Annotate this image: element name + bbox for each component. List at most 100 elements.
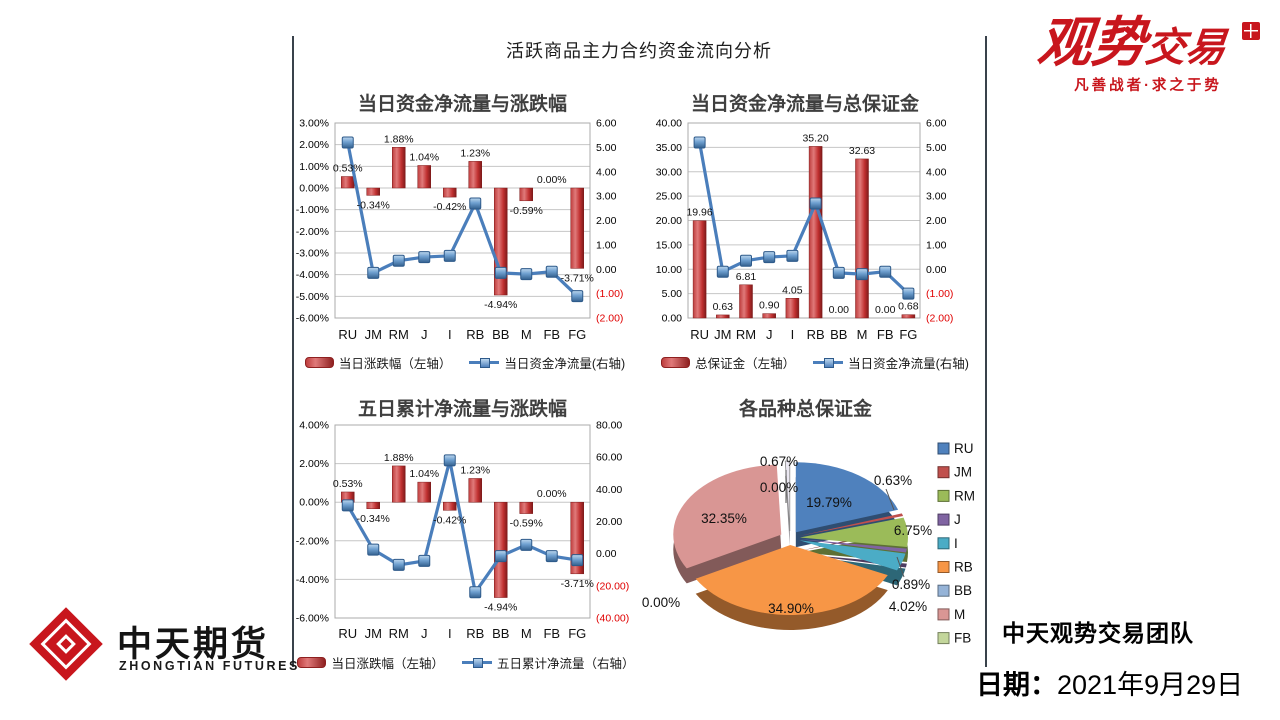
right-axis-tick: 20.00 (596, 516, 622, 528)
right-axis-tick: 6.00 (926, 118, 947, 130)
pie-legend-label-RU: RU (954, 441, 974, 456)
right-axis-tick: 80.00 (596, 420, 622, 432)
pie-slice-RB (695, 544, 888, 615)
data-label: -0.42% (433, 514, 466, 526)
left-axis-tick: -2.00% (296, 226, 329, 238)
c1-bar-M (519, 187, 533, 202)
right-axis-tick: 1.00 (596, 239, 617, 251)
category-label: I (791, 327, 795, 342)
data-label: 0.00% (537, 488, 567, 500)
legend-item: 当日资金净流量(右轴) (813, 353, 969, 372)
pie-legend-swatch-RM (937, 489, 950, 502)
right-axis-tick: (40.00) (596, 613, 629, 625)
right-axis-tick: 2.00 (596, 215, 617, 227)
chart1-title: 当日资金净流量与涨跌幅 (357, 94, 567, 115)
right-axis-tick: 4.00 (926, 166, 947, 178)
chart-c2: 40.00 35.00 30.00 25.00 20.00 15.00 10.00 5.00 0… (656, 118, 954, 343)
date-value: 2021年9月29日 (1057, 670, 1244, 700)
c1-bar-BB (494, 187, 508, 296)
legend-item: 当日涨跌幅（左轴） (304, 353, 452, 372)
chart2-title: 当日资金净流量与总保证金 (690, 94, 919, 115)
c3-marker-I (443, 454, 456, 467)
pie-legend-label-RB: RB (954, 560, 973, 575)
category-label: M (857, 327, 868, 342)
category-label: BB (830, 327, 847, 342)
legend-item: 当日资金净流量(右轴) (469, 353, 625, 372)
pie-leader-line (896, 556, 905, 578)
data-label: 0.00% (537, 174, 567, 186)
left-axis-tick: 5.00 (662, 288, 683, 300)
data-label: 35.20 (802, 132, 828, 144)
c2-marker-RB (809, 197, 822, 210)
right-axis-tick: (1.00) (926, 288, 953, 300)
data-label: 1.23% (460, 147, 490, 159)
left-axis-tick: 0.00% (299, 497, 329, 509)
left-axis-tick: 20.00 (656, 215, 682, 227)
category-label: M (521, 626, 532, 641)
c2-bar-M (855, 158, 869, 319)
data-label: 0.68 (898, 301, 919, 313)
legend-item: 当日涨跌幅（左轴） (297, 653, 444, 672)
left-axis-tick: -6.00% (296, 313, 329, 325)
data-label: 1.04% (409, 468, 439, 480)
pie-legend-swatch-FB (937, 632, 950, 645)
data-label: -0.59% (510, 205, 543, 217)
right-axis-tick: 3.00 (596, 191, 617, 203)
pie-data-label-M: 32.35% (701, 511, 747, 526)
zhongtian-company-name: 中天期货 (117, 625, 270, 664)
c2-marker-J (763, 251, 776, 264)
c2-bar-I (785, 298, 800, 319)
pie-legend-swatch-RB (937, 561, 950, 573)
c1-marker-RB (469, 197, 482, 210)
c1-line (346, 142, 579, 298)
pie-data-label-I: 4.02% (889, 599, 927, 614)
c3-bar-J (417, 481, 431, 503)
right-axis-tick: 0.00 (596, 548, 617, 560)
c3-line (346, 459, 578, 597)
pie-data-label-JM: 0.63% (874, 473, 912, 488)
date-row: 日期：2021年9月29日 (976, 663, 1243, 702)
c2-marker-JM (716, 265, 729, 278)
category-label: J (421, 626, 428, 641)
c3-bar-BB (494, 501, 508, 598)
left-axis-tick: 10.00 (656, 264, 682, 276)
c2-marker-RM (740, 254, 752, 267)
legend-label: 当日涨跌幅（左轴） (338, 357, 452, 371)
pie-data-label-J: 0.89% (892, 577, 930, 592)
category-label: RB (466, 626, 484, 641)
guanshi-logo-big-text: 观势 (1034, 13, 1150, 73)
c2-marker-FG (902, 287, 915, 300)
pie-data-label-RB: 34.90% (768, 601, 814, 616)
legend-label: 五日累计净流量（右轴） (497, 657, 635, 671)
category-label: BB (492, 626, 509, 641)
c1-bar-RM (392, 147, 406, 189)
chart3-title: 五日累计净流量与涨跌幅 (357, 399, 567, 420)
pie-data-label-FG: 0.67% (760, 454, 798, 469)
c3-marker-FG (571, 554, 584, 567)
c1-marker-FB (545, 265, 558, 278)
right-axis-tick: 0.00 (596, 264, 617, 276)
data-label: -3.71% (561, 272, 594, 284)
pie-legend-label-BB: BB (954, 583, 972, 598)
legend-label: 总保证金（左轴） (695, 357, 796, 371)
pie-slice-RU (795, 462, 899, 533)
left-axis-tick: 2.00% (299, 458, 329, 470)
data-label: 0.53% (333, 163, 363, 175)
left-axis-tick: 4.00% (299, 420, 329, 432)
c1-bar-RU (341, 176, 355, 189)
guanshi-logo-small-text: 交易 (1143, 25, 1228, 70)
category-label: JM (365, 327, 382, 342)
left-axis-tick: 0.00% (299, 183, 329, 195)
category-label: FG (899, 327, 917, 342)
bar-series-swatch-icon (661, 357, 691, 368)
left-axis-tick: -4.00% (296, 574, 329, 586)
legend-item: 总保证金（左轴） (661, 353, 795, 372)
data-label: 1.88% (384, 133, 414, 145)
category-label: RB (466, 327, 484, 342)
c3-bar-RM (392, 465, 406, 503)
right-axis-tick: 3.00 (926, 191, 947, 203)
data-label: 1.23% (460, 464, 490, 476)
c2-bar-RM (739, 284, 753, 319)
data-label: 0.00 (875, 304, 896, 316)
